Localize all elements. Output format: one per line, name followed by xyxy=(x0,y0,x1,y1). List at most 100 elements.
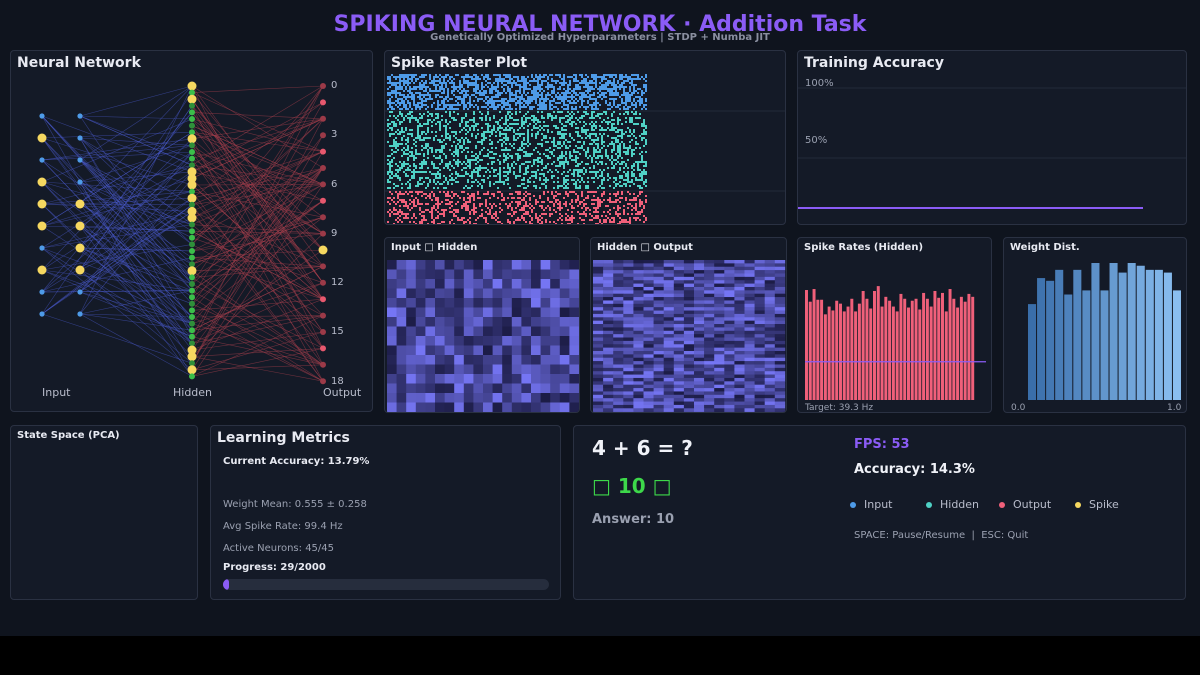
hidden-spike xyxy=(519,111,521,113)
hidden-spike xyxy=(621,185,623,187)
input-hidden-weight-cell xyxy=(387,374,397,384)
hidden-spike xyxy=(411,129,413,131)
input-spike xyxy=(567,92,569,94)
hidden-spike xyxy=(551,153,553,155)
hidden-spike xyxy=(491,157,493,159)
hidden-spike xyxy=(577,141,579,143)
hidden-spike xyxy=(579,141,581,143)
hidden-neuron xyxy=(189,360,195,367)
output-spike xyxy=(533,207,535,209)
input-spike xyxy=(435,108,437,110)
hidden-spike xyxy=(489,125,491,127)
hidden-spike xyxy=(525,143,527,145)
input-spike xyxy=(491,88,493,90)
input-spike xyxy=(507,88,509,90)
hidden-spike xyxy=(543,121,545,123)
hidden-output-weight-cell xyxy=(724,307,735,311)
input-spike xyxy=(443,80,445,82)
hidden-spike xyxy=(525,167,527,169)
hidden-spike xyxy=(419,123,421,125)
hidden-spike xyxy=(445,157,447,159)
input-hidden-weight-cell xyxy=(569,355,579,365)
hidden-spike xyxy=(543,167,545,169)
hidden-spike xyxy=(393,123,395,125)
input-hidden-weight-cell xyxy=(540,336,551,346)
input-spike xyxy=(509,88,511,90)
hidden-output-weight-cell xyxy=(764,293,776,298)
hidden-spike xyxy=(551,141,553,143)
input-spike xyxy=(505,92,507,94)
hidden-spike xyxy=(473,155,475,157)
hidden-spike xyxy=(629,185,631,187)
hidden-spike xyxy=(407,113,409,115)
hidden-spike xyxy=(527,179,529,181)
input-spike xyxy=(579,86,581,88)
input-spike xyxy=(553,98,555,100)
hidden-spike xyxy=(617,149,619,151)
hidden-spike xyxy=(567,183,569,185)
hidden-spike xyxy=(389,177,391,179)
hidden-spike xyxy=(611,141,613,143)
input-spike xyxy=(619,108,621,110)
output-neuron xyxy=(320,181,326,188)
hidden-output-weight-cell xyxy=(774,290,786,294)
input-hidden-weight-cell xyxy=(531,307,541,318)
input-hidden-weight-cell xyxy=(396,317,407,327)
input-spike xyxy=(473,94,475,96)
hidden-spike xyxy=(411,177,413,179)
hidden-spike xyxy=(537,161,539,163)
output-spike xyxy=(469,213,471,215)
hidden-spike xyxy=(561,185,563,187)
input-spike xyxy=(593,94,595,96)
hidden-spike xyxy=(477,169,479,171)
output-spike xyxy=(559,203,561,205)
output-spike xyxy=(535,215,537,217)
input-hidden-weight-cell xyxy=(502,355,513,365)
hidden-output-weight-cell xyxy=(694,330,705,335)
hidden-spike xyxy=(591,129,593,131)
hidden-spike xyxy=(615,139,617,141)
input-spike xyxy=(491,92,493,94)
hidden-spike xyxy=(579,153,581,155)
hidden-spike xyxy=(549,157,551,159)
input-hidden-weight-cell xyxy=(454,402,465,412)
input-spike xyxy=(613,88,615,90)
hidden-spike xyxy=(643,131,645,133)
input-spike xyxy=(531,80,533,82)
input-hidden-weight-cell xyxy=(396,402,407,412)
hidden-output-weight-cell xyxy=(653,317,664,321)
hidden-spike xyxy=(439,175,441,177)
input-spike xyxy=(605,82,607,84)
output-spike xyxy=(393,197,395,199)
hidden-spike xyxy=(609,121,611,123)
hidden-output-weight-cell xyxy=(663,270,675,274)
hidden-output-weight-cell xyxy=(663,276,675,281)
hidden-spike xyxy=(595,161,597,163)
hidden-spike xyxy=(595,139,597,141)
input-spike xyxy=(543,80,545,82)
input-hidden-weight-cell xyxy=(415,307,426,318)
output-spike xyxy=(485,201,487,203)
input-spike xyxy=(461,84,463,86)
hidden-spike xyxy=(407,187,409,189)
hidden-output-weight-cell xyxy=(663,347,675,352)
hidden-spike xyxy=(619,135,621,137)
output-spike xyxy=(567,195,569,197)
input-spike xyxy=(625,104,627,106)
hidden-spike xyxy=(517,133,519,135)
output-spike xyxy=(639,201,641,203)
output-spike xyxy=(417,191,419,193)
input-spike xyxy=(527,98,529,100)
input-spike xyxy=(463,88,465,90)
hidden-output-weight-cell xyxy=(613,337,624,342)
hidden-spike xyxy=(533,171,535,173)
input-spike xyxy=(539,74,541,76)
hidden-spike xyxy=(581,161,583,163)
input-spike xyxy=(421,76,423,78)
hidden-spike xyxy=(563,143,565,145)
output-spike xyxy=(637,217,639,219)
hidden-spike xyxy=(639,185,641,187)
hidden-spike xyxy=(549,115,551,117)
hidden-output-weight-cell xyxy=(764,270,776,274)
output-spike xyxy=(565,191,567,193)
